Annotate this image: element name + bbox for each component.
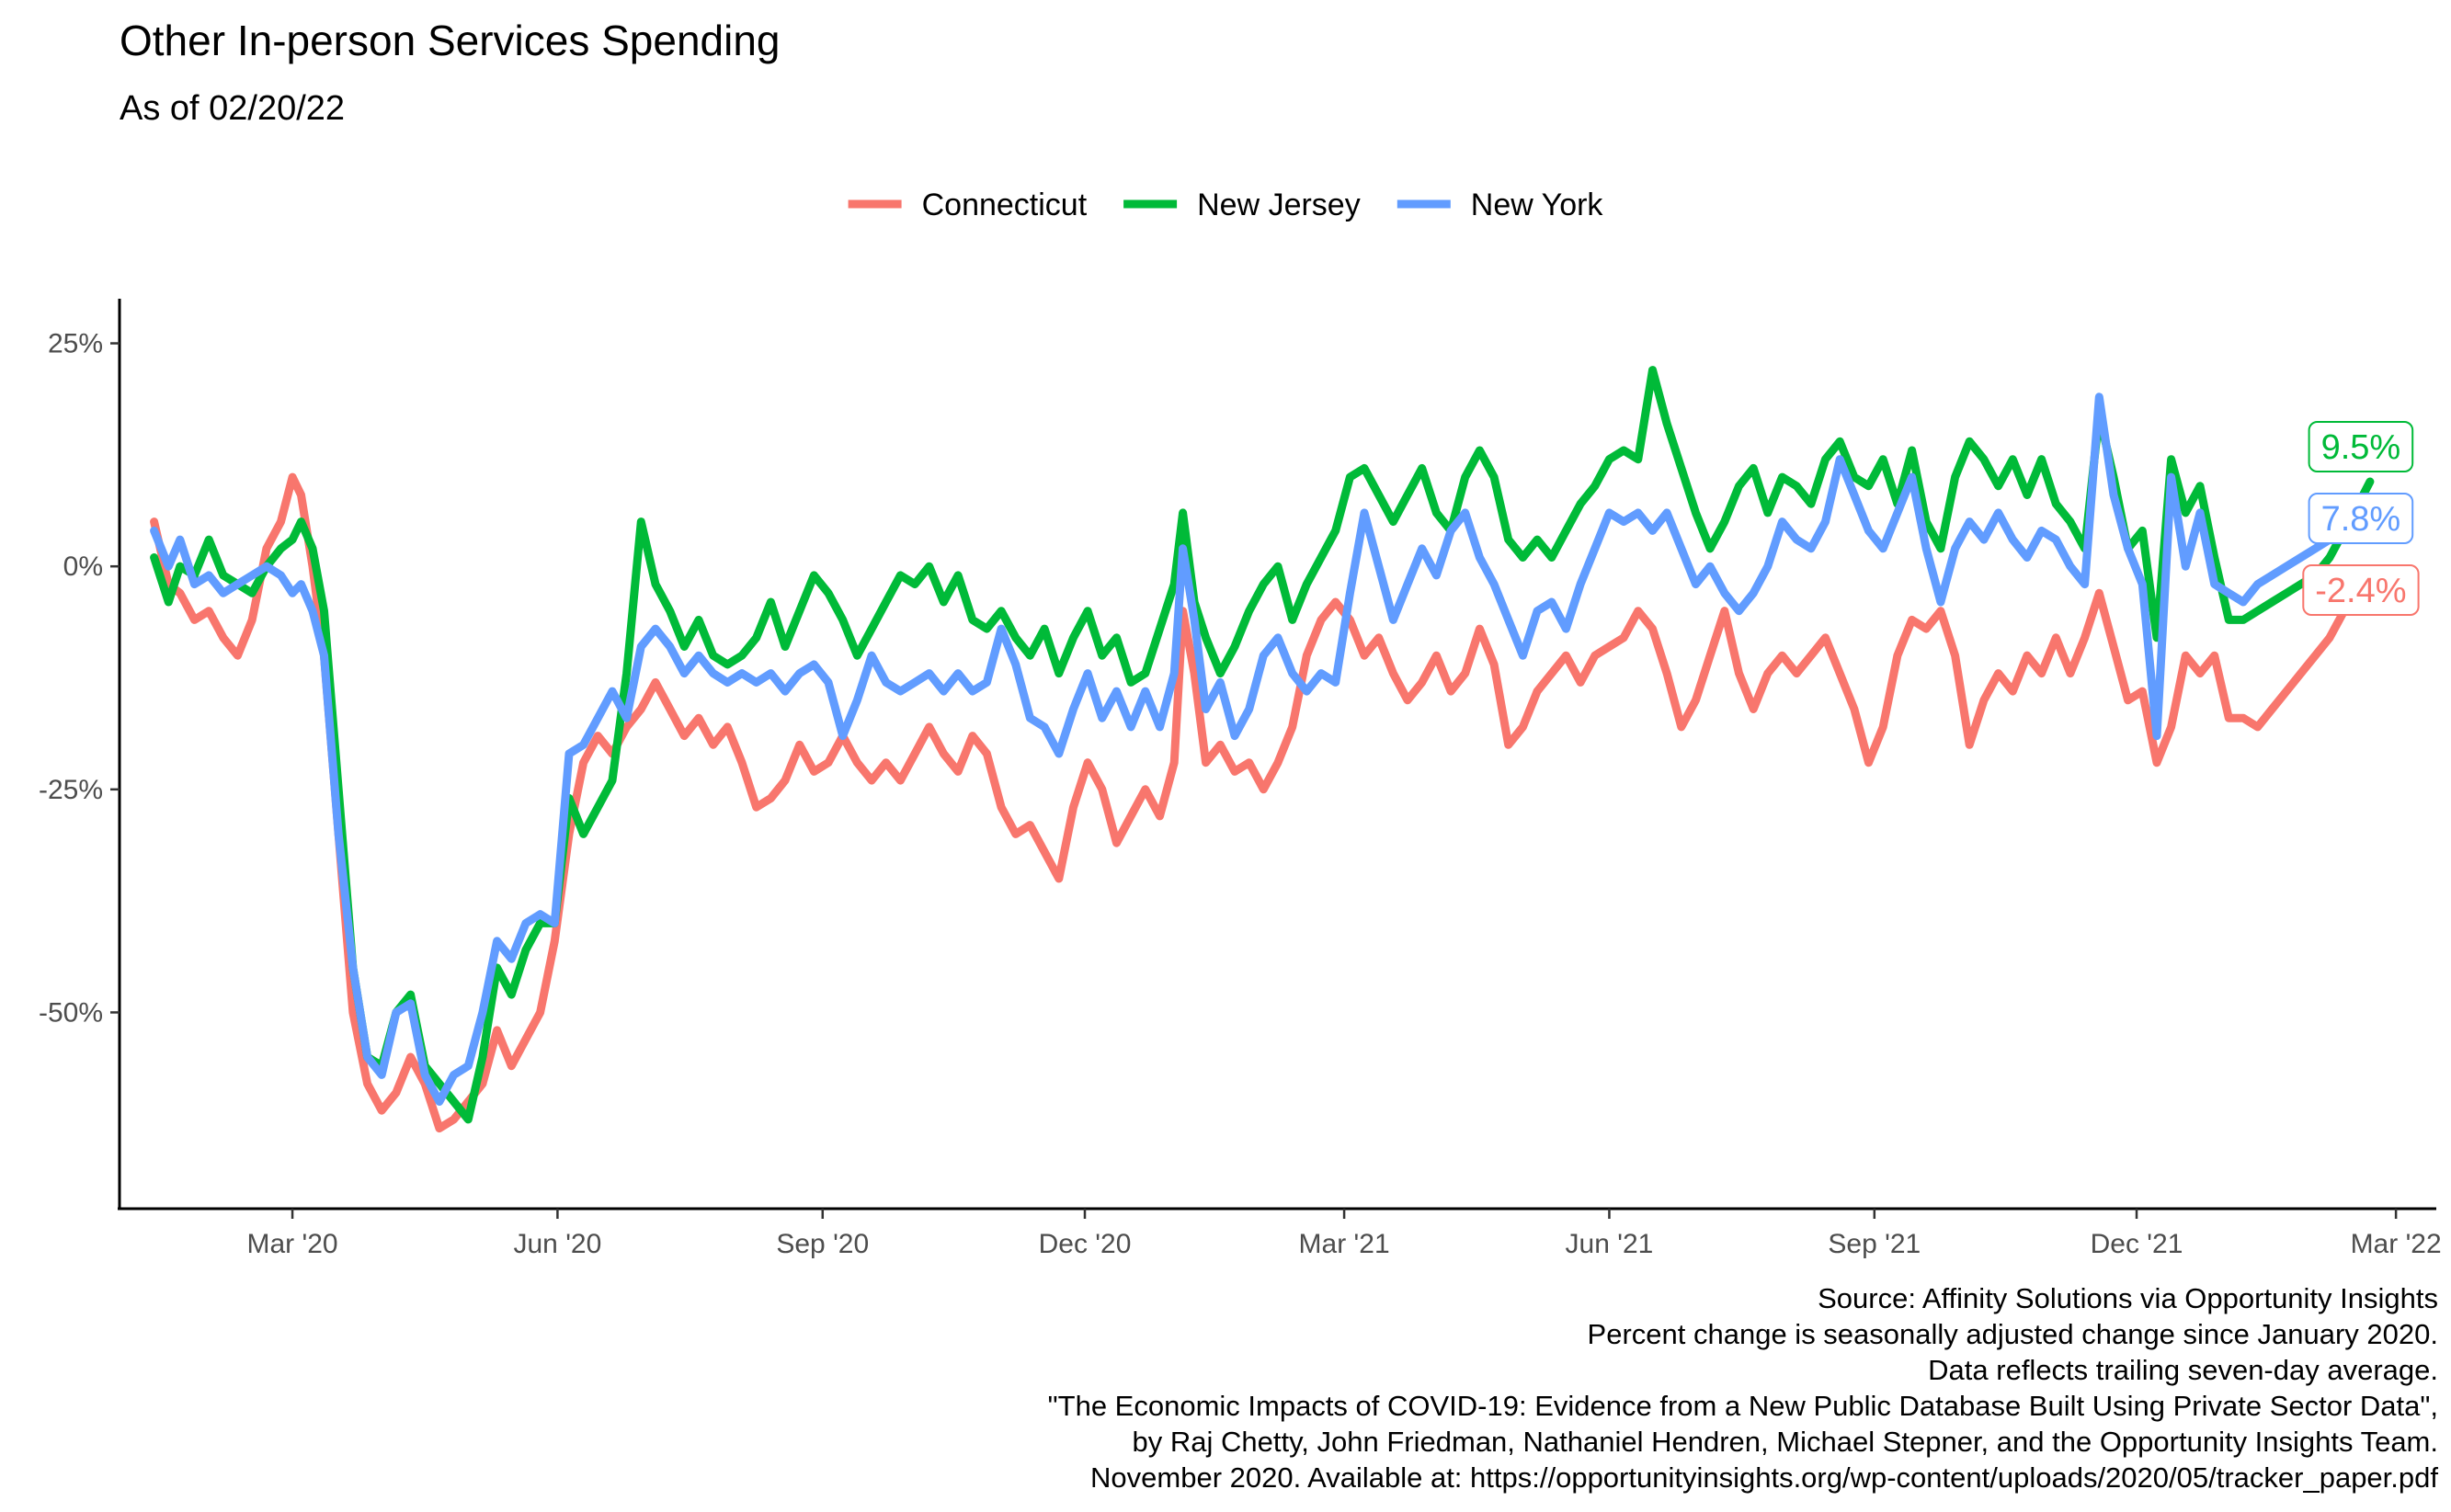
y-tick-label: 0% — [63, 551, 103, 582]
legend-item-new-york: New York — [1396, 188, 1604, 222]
x-tick-label: Sep '20 — [776, 1229, 869, 1259]
y-tick-label: 25% — [48, 329, 103, 359]
caption-line: November 2020. Available at: https://opp… — [1090, 1461, 2438, 1494]
caption-line: Data reflects trailing seven-day average… — [1928, 1354, 2438, 1386]
x-tick-label: Dec '20 — [1039, 1229, 1132, 1259]
end-label-connecticut: -2.4% — [2302, 564, 2420, 616]
legend-item-new-jersey: New Jersey — [1123, 188, 1361, 222]
chart-subtitle: As of 02/20/22 — [120, 89, 345, 128]
end-label-box — [2308, 493, 2414, 544]
legend: Connecticut New Jersey New York — [848, 188, 1604, 222]
x-axis: Mar '20 Jun '20 Sep '20 Dec '20 Mar '21 Jun '… — [247, 1209, 2442, 1259]
end-label-value: 9.5% — [2321, 428, 2401, 467]
legend-label: New York — [1471, 188, 1604, 222]
end-label-value: -2.4% — [2315, 572, 2406, 610]
x-tick-label: Dec '21 — [2091, 1229, 2183, 1259]
caption-line: Percent change is seasonally adjusted ch… — [1588, 1318, 2438, 1350]
y-axis: 25% 0% -25% -50% — [39, 329, 120, 1028]
x-tick-label: Jun '20 — [514, 1229, 602, 1259]
end-label-box — [2308, 421, 2414, 472]
caption-line: "The Economic Impacts of COVID-19: Evide… — [1048, 1390, 2438, 1422]
end-labels: 9.5% 7.8% -2.4% — [2302, 421, 2420, 616]
legend-item-connecticut: Connecticut — [848, 188, 1088, 222]
series-layer — [150, 366, 2375, 1133]
legend-label: Connecticut — [922, 188, 1088, 222]
end-label-new-jersey: 9.5% — [2308, 421, 2414, 472]
caption: Source: Affinity Solutions via Opportuni… — [1048, 1282, 2439, 1494]
series-line-new-york — [150, 392, 2375, 1106]
x-tick-label: Mar '22 — [2351, 1229, 2442, 1259]
legend-label: New Jersey — [1197, 188, 1361, 222]
x-tick-label: Sep '21 — [1828, 1229, 1921, 1259]
series-line-new-jersey — [150, 366, 2375, 1124]
y-tick-label: -25% — [39, 775, 103, 805]
x-tick-label: Mar '21 — [1299, 1229, 1390, 1259]
end-label-value: 7.8% — [2321, 500, 2401, 539]
caption-line: by Raj Chetty, John Friedman, Nathaniel … — [1133, 1426, 2438, 1458]
end-label-box — [2302, 564, 2420, 616]
caption-line: Source: Affinity Solutions via Opportuni… — [1818, 1282, 2438, 1314]
series-line-connecticut — [150, 472, 2375, 1133]
chart-title: Other In-person Services Spending — [120, 17, 781, 64]
end-label-new-york: 7.8% — [2308, 493, 2414, 544]
x-tick-label: Jun '21 — [1566, 1229, 1654, 1259]
y-tick-label: -50% — [39, 997, 103, 1028]
x-tick-label: Mar '20 — [247, 1229, 338, 1259]
